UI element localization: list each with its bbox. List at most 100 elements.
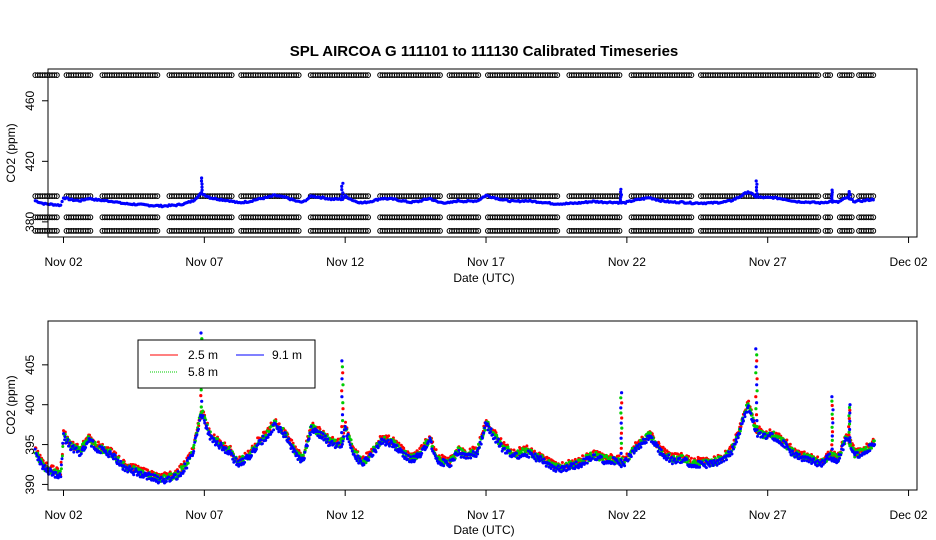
data-point xyxy=(202,419,206,422)
calibration-point xyxy=(552,72,558,78)
data-point xyxy=(59,475,63,479)
data-point xyxy=(321,432,325,436)
calibration-point xyxy=(365,214,372,221)
spike-point xyxy=(620,416,624,420)
data-point xyxy=(236,459,240,463)
spike-point xyxy=(830,412,834,416)
data-point xyxy=(114,457,118,461)
data-point xyxy=(277,422,281,426)
data-point xyxy=(650,436,654,440)
data-point xyxy=(231,457,235,461)
data-point xyxy=(816,455,820,459)
top-y-tick-label: 380 xyxy=(23,212,37,232)
data-point xyxy=(264,438,268,442)
data-point xyxy=(590,456,594,460)
data-point xyxy=(474,455,478,458)
ambient-spike-point xyxy=(341,181,345,185)
data-point xyxy=(341,439,345,443)
data-point xyxy=(156,475,159,479)
spike-point xyxy=(620,401,624,405)
data-point xyxy=(201,409,205,413)
data-point xyxy=(126,470,130,474)
calibration-point xyxy=(51,193,58,200)
calibration-point xyxy=(54,193,60,200)
calibration-point xyxy=(813,72,819,78)
spike-point xyxy=(847,414,851,418)
data-point xyxy=(113,453,117,457)
data-point xyxy=(270,430,274,434)
data-point xyxy=(459,455,463,459)
data-point xyxy=(533,457,537,461)
calibration-point xyxy=(87,228,94,234)
calibration-point xyxy=(815,72,822,78)
calibration-point xyxy=(362,72,369,78)
data-point xyxy=(755,428,759,432)
data-point xyxy=(56,467,60,471)
data-point xyxy=(461,448,465,452)
calibration-point xyxy=(85,228,91,234)
calibration-point xyxy=(362,193,369,200)
data-point xyxy=(597,458,601,462)
data-point xyxy=(388,444,391,448)
data-point xyxy=(387,434,391,438)
data-point xyxy=(230,451,234,455)
calibration-point xyxy=(473,72,479,78)
data-point xyxy=(654,441,658,445)
data-point xyxy=(406,457,409,461)
ambient-spike-point xyxy=(619,195,623,199)
data-point xyxy=(153,473,157,477)
top-y-axis-label: CO2 (ppm) xyxy=(4,123,18,182)
data-point xyxy=(261,434,265,438)
data-point xyxy=(861,447,865,451)
calibration-point xyxy=(365,72,372,78)
ambient-spike-point xyxy=(755,192,759,196)
data-point xyxy=(554,469,558,473)
data-point xyxy=(325,440,329,444)
data-point xyxy=(593,453,597,457)
calibration-point xyxy=(686,193,692,200)
data-point xyxy=(768,428,772,432)
spike-point xyxy=(847,422,852,426)
data-point xyxy=(569,464,573,468)
data-point xyxy=(128,465,132,468)
data-point xyxy=(282,435,286,439)
data-point xyxy=(704,466,708,470)
calibration-point xyxy=(870,228,877,234)
data-point xyxy=(432,451,436,455)
data-point xyxy=(164,472,168,475)
data-point xyxy=(67,444,71,448)
data-point xyxy=(670,462,674,466)
calibration-point xyxy=(54,214,60,221)
data-point xyxy=(544,464,548,468)
top-x-tick-label: Nov 07 xyxy=(185,255,223,269)
calibration-point xyxy=(152,228,158,234)
calibration-point xyxy=(154,193,161,200)
top-x-tick-label: Dec 02 xyxy=(890,255,928,269)
data-point xyxy=(633,446,637,450)
calibration-point xyxy=(362,214,369,221)
data-point xyxy=(348,443,352,447)
data-point xyxy=(376,446,380,450)
data-point xyxy=(68,441,72,445)
data-point xyxy=(250,454,253,458)
data-point xyxy=(735,440,738,444)
data-point xyxy=(583,461,587,465)
ambient-spike-point xyxy=(199,191,203,195)
data-point xyxy=(727,450,730,454)
data-point xyxy=(167,475,171,479)
data-point xyxy=(195,433,199,437)
data-point xyxy=(406,453,410,457)
data-point xyxy=(534,459,538,463)
data-point xyxy=(84,446,88,449)
data-point xyxy=(109,452,113,456)
top-x-tick-label: Nov 17 xyxy=(467,255,505,269)
calibration-point xyxy=(473,228,479,234)
data-point xyxy=(745,410,749,414)
calibration-point xyxy=(614,228,620,234)
data-point xyxy=(670,456,674,459)
data-point xyxy=(333,438,337,442)
data-point xyxy=(215,440,219,443)
data-point xyxy=(512,448,516,452)
data-point xyxy=(589,451,592,455)
